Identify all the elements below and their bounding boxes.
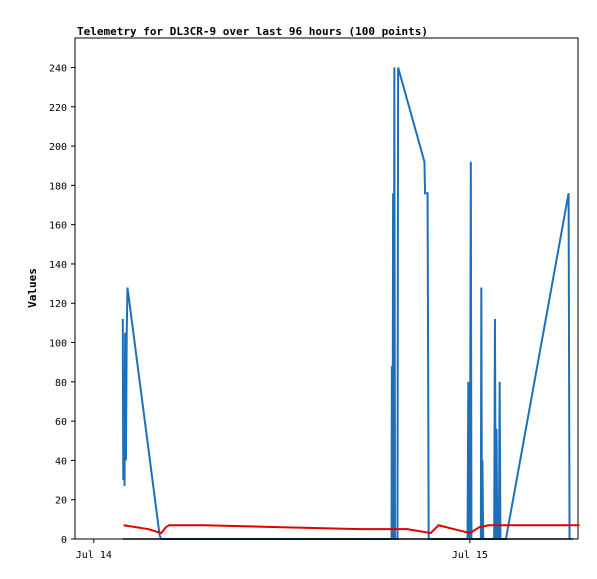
- series-line-2: [123, 524, 580, 535]
- y-tick-label: 80: [55, 378, 67, 389]
- y-tick-label: 100: [49, 339, 67, 350]
- y-axis-label: Values: [26, 268, 39, 308]
- y-tick-label: 160: [49, 221, 67, 232]
- x-tick-label: Jul 15: [452, 550, 488, 561]
- y-tick-label: 0: [61, 535, 67, 546]
- chart-title: Telemetry for DL3CR-9 over last 96 hours…: [77, 25, 428, 38]
- y-tick-label: 240: [49, 63, 67, 74]
- y-axis: 0 20 40 60 80 100 120 140 160 180 200 220 240: [49, 63, 75, 546]
- x-axis: Jul 14 Jul 15: [76, 539, 488, 561]
- y-tick-label: 120: [49, 299, 67, 310]
- y-tick-label: 40: [55, 456, 67, 467]
- y-tick-label: 180: [49, 181, 67, 192]
- y-tick-label: 220: [49, 103, 67, 114]
- x-tick-label: Jul 14: [76, 550, 112, 561]
- y-tick-label: 60: [55, 417, 67, 428]
- y-tick-label: 200: [49, 142, 67, 153]
- y-tick-label: 20: [55, 496, 67, 507]
- y-tick-label: 140: [49, 260, 67, 271]
- series-layer: [121, 67, 580, 540]
